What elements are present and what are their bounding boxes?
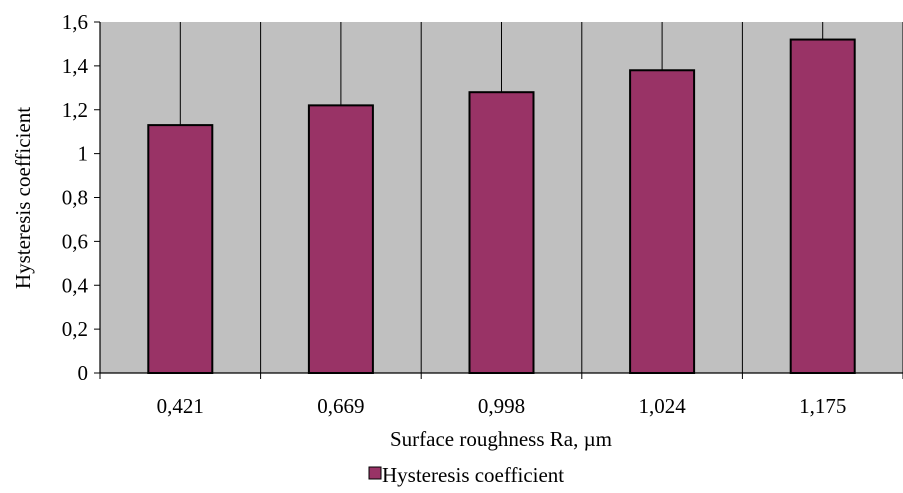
y-tick-label: 1,2: [62, 98, 88, 122]
y-tick-label: 1,4: [62, 54, 89, 78]
x-tick-label: 0,998: [478, 394, 525, 418]
x-tick-label: 0,421: [157, 394, 204, 418]
bar: [147, 124, 214, 374]
y-axis-ticks: 0 0,2 0,4 0,6 0,8 1 1,2 1,4 1,6: [62, 10, 100, 385]
bar: [468, 91, 535, 374]
legend-label: Hysteresis coefficient: [382, 463, 564, 487]
legend: Hysteresis coefficient: [368, 463, 564, 487]
y-tick-label: 0,8: [62, 186, 88, 210]
y-tick-label: 1,6: [62, 10, 88, 34]
bar: [789, 38, 856, 375]
x-tick-label: 1,175: [799, 394, 846, 418]
y-tick-label: 0,6: [62, 229, 88, 253]
y-tick-label: 0: [78, 361, 89, 385]
y-tick-label: 0,2: [62, 317, 88, 341]
bar: [629, 69, 696, 374]
y-axis-title: Hysteresis coefficient: [11, 107, 35, 289]
grid-lines: [179, 22, 903, 373]
y-tick-label: 0,4: [62, 273, 89, 297]
legend-swatch: [368, 466, 382, 480]
x-axis-title: Surface roughness Ra, µm: [390, 427, 612, 451]
x-tick-label: 1,024: [638, 394, 686, 418]
x-tick-label: 0,669: [317, 394, 364, 418]
x-axis-ticks: 0,421 0,669 0,998 1,024 1,175: [99, 373, 903, 418]
bars: [147, 38, 856, 375]
y-tick-label: 1: [78, 142, 89, 166]
bar: [307, 104, 374, 375]
